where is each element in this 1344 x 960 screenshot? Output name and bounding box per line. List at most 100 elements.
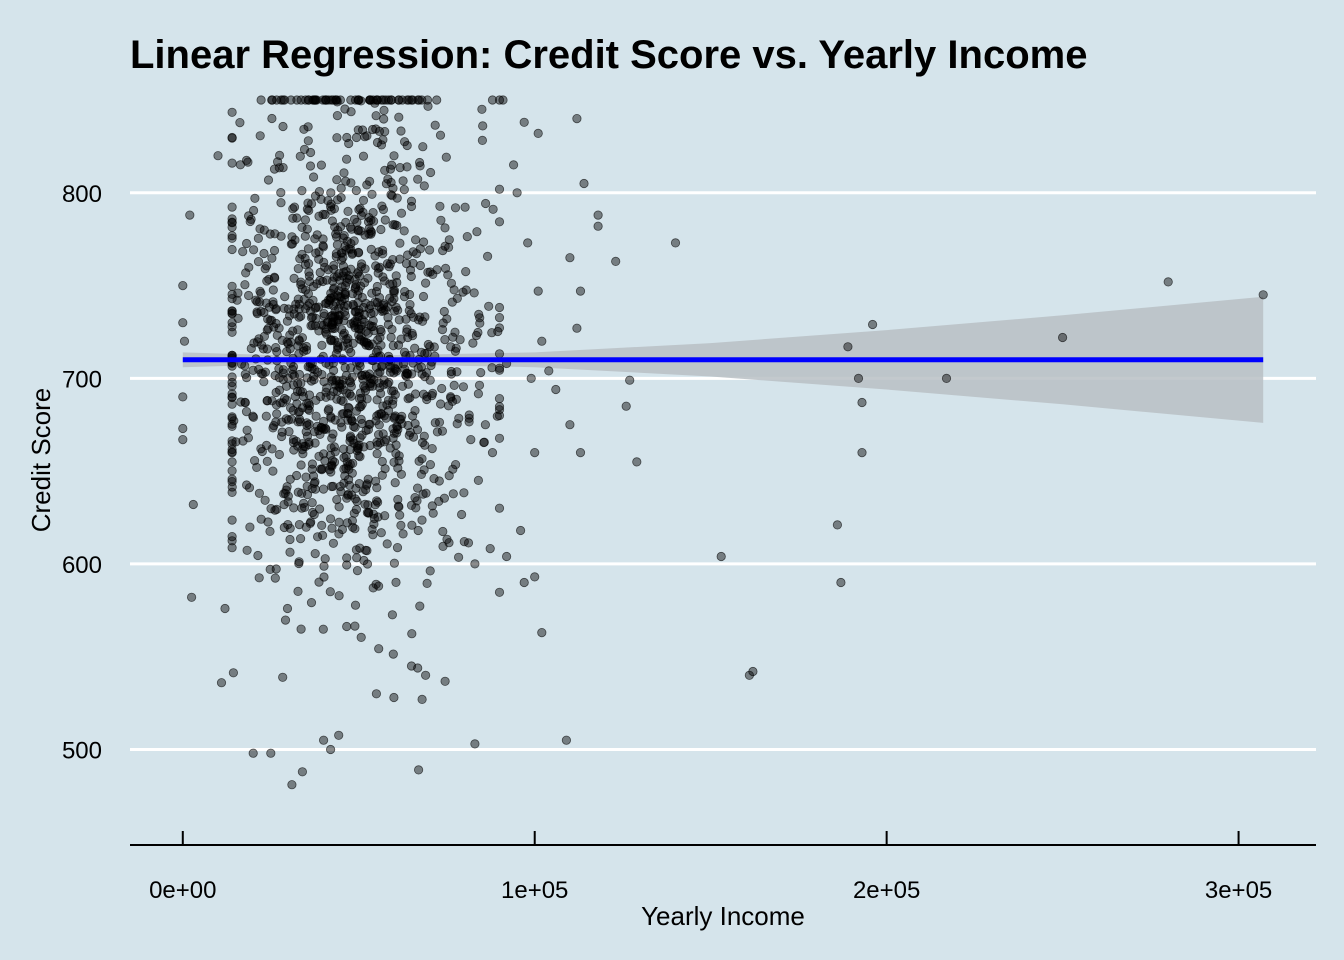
data-point <box>378 135 388 145</box>
data-point <box>314 577 324 587</box>
data-point <box>382 539 392 549</box>
data-point <box>572 114 582 124</box>
data-point <box>351 504 361 515</box>
y-axis-ticks: 500 600 700 800 <box>62 181 102 765</box>
data-point <box>278 121 288 132</box>
data-point <box>336 255 347 265</box>
data-point <box>312 279 322 289</box>
data-point <box>346 347 356 358</box>
data-point <box>311 395 321 405</box>
data-point <box>340 310 350 321</box>
data-point <box>407 369 417 379</box>
data-point <box>326 188 336 198</box>
data-point <box>473 327 483 338</box>
data-point <box>466 434 476 445</box>
data-point <box>346 239 356 249</box>
data-point <box>227 107 237 117</box>
data-point <box>327 433 337 443</box>
data-point <box>452 419 462 429</box>
data-point <box>244 483 255 493</box>
data-point <box>294 557 304 567</box>
data-point <box>941 373 952 383</box>
data-point <box>353 226 363 236</box>
data-point <box>297 222 307 232</box>
data-point <box>317 369 327 380</box>
data-point <box>390 411 400 421</box>
data-point <box>325 295 335 306</box>
data-point <box>494 503 505 513</box>
data-point <box>178 318 188 328</box>
data-point <box>367 124 378 135</box>
data-point <box>383 174 393 184</box>
data-point <box>382 379 393 389</box>
data-point <box>551 384 561 395</box>
data-point <box>294 414 305 424</box>
data-point <box>1258 290 1268 300</box>
data-point <box>263 175 274 185</box>
data-point <box>343 490 353 500</box>
data-point <box>319 308 329 319</box>
data-point <box>593 221 603 231</box>
data-point <box>295 533 306 544</box>
data-point <box>399 226 409 236</box>
data-point <box>282 603 293 614</box>
data-point <box>242 545 252 555</box>
data-point <box>393 494 403 505</box>
data-point <box>316 464 326 474</box>
data-point <box>303 198 313 208</box>
data-point <box>346 107 356 117</box>
data-point <box>394 315 404 325</box>
data-point <box>235 160 245 170</box>
data-point <box>353 312 363 322</box>
data-point <box>227 457 237 467</box>
data-point <box>464 410 474 420</box>
data-point <box>325 202 336 212</box>
data-point <box>376 528 386 538</box>
data-point <box>373 335 383 345</box>
data-point <box>382 302 393 312</box>
data-point <box>342 553 352 563</box>
data-point <box>178 434 188 445</box>
data-point <box>379 276 390 286</box>
data-point <box>448 489 458 499</box>
data-point <box>370 251 380 261</box>
data-point <box>259 248 269 259</box>
data-point <box>307 498 317 508</box>
data-point <box>283 519 293 530</box>
data-point <box>280 488 290 498</box>
data-point <box>321 424 331 434</box>
data-point <box>399 292 410 302</box>
data-point <box>299 294 309 304</box>
data-point <box>473 389 483 399</box>
data-point <box>418 142 428 152</box>
data-point <box>318 449 329 459</box>
data-point <box>843 342 853 352</box>
data-point <box>383 95 394 105</box>
data-point <box>227 381 237 391</box>
data-point <box>346 381 356 391</box>
data-point <box>293 325 303 335</box>
data-point <box>327 320 337 330</box>
data-point <box>326 411 336 422</box>
data-point <box>348 458 358 468</box>
data-point <box>297 503 307 513</box>
data-point <box>432 427 442 437</box>
data-point <box>435 399 446 409</box>
data-point <box>256 514 266 524</box>
data-point <box>362 394 372 404</box>
data-point <box>296 311 306 321</box>
data-point <box>523 238 533 248</box>
data-point <box>408 432 419 442</box>
data-point <box>365 419 375 429</box>
data-point <box>227 439 237 449</box>
data-point <box>368 208 378 218</box>
data-points <box>178 95 1268 790</box>
data-point <box>389 151 399 161</box>
data-point <box>391 271 401 281</box>
data-point <box>494 349 505 359</box>
data-point <box>396 208 407 218</box>
data-point <box>365 300 376 311</box>
data-point <box>494 184 505 194</box>
data-point <box>256 444 266 454</box>
data-point <box>312 95 322 105</box>
